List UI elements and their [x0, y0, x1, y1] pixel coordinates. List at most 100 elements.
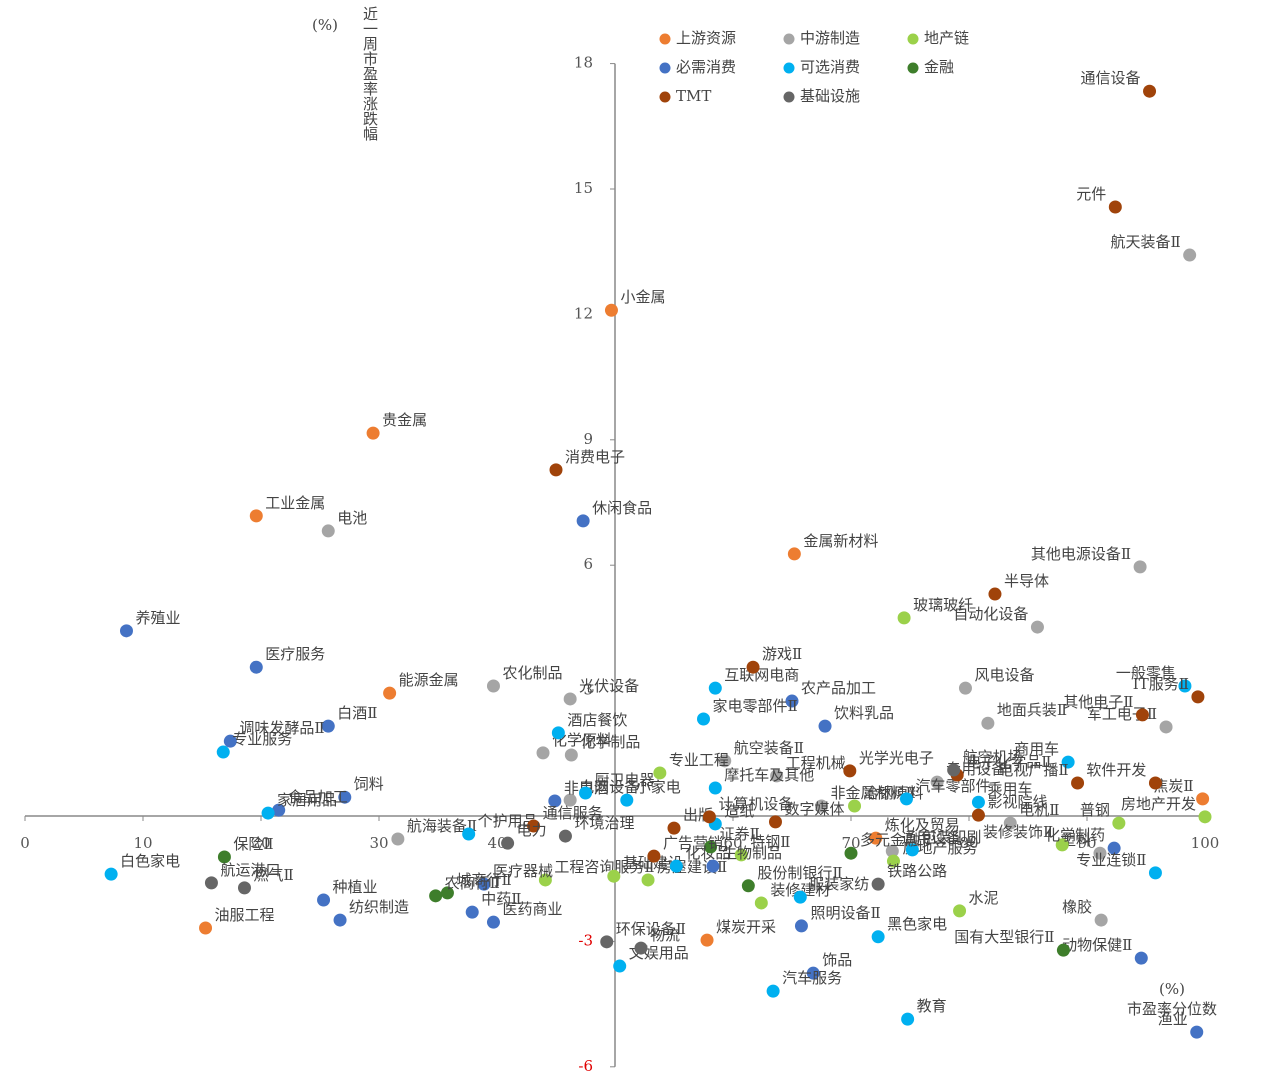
point-label: 酒店餐饮	[567, 711, 627, 729]
point-label: 航运港口	[220, 861, 280, 879]
point-label: 多元金融	[860, 831, 920, 849]
point-label: 证券Ⅱ	[720, 825, 760, 843]
point	[272, 803, 286, 817]
point	[1143, 84, 1157, 98]
point	[1093, 846, 1107, 860]
point	[563, 793, 577, 807]
point-label: 能源金属	[399, 671, 459, 689]
point-label: 软件开发	[1086, 761, 1146, 779]
point-label: 电子化学品Ⅱ	[966, 753, 1051, 771]
point	[501, 836, 515, 850]
x-tick-label: 60	[723, 834, 742, 852]
point	[1030, 620, 1044, 634]
point	[477, 877, 491, 891]
point	[815, 799, 828, 813]
point	[700, 933, 714, 947]
point-label: 养殖业	[135, 609, 180, 627]
point	[1198, 810, 1212, 824]
point	[317, 893, 331, 907]
point	[465, 905, 479, 919]
point	[321, 719, 335, 733]
point	[1196, 792, 1210, 806]
point-label: 城商行Ⅱ	[456, 871, 511, 889]
point-label: 通信服务	[543, 804, 603, 822]
point-label: 其他电源设备Ⅱ	[1031, 545, 1131, 563]
point	[697, 712, 710, 726]
point	[551, 726, 565, 740]
legend-marker	[783, 33, 795, 45]
point	[746, 660, 760, 674]
point	[766, 984, 780, 998]
point	[217, 850, 231, 864]
point	[536, 746, 550, 760]
point	[119, 624, 133, 638]
point	[770, 769, 784, 783]
point-label: 一般零售	[1116, 664, 1176, 682]
point-label: 化妆品	[685, 844, 730, 862]
point-label: 饰品	[822, 951, 852, 969]
point-label: 金属新材料	[803, 532, 878, 550]
point-label: 装修建材	[770, 881, 830, 899]
legend-label: 可选消费	[800, 58, 860, 76]
point	[333, 913, 347, 927]
point-label: 摩托车及其他	[724, 766, 814, 784]
point	[785, 694, 799, 708]
point	[249, 660, 263, 674]
x-tick-label: 30	[369, 834, 388, 852]
point	[1183, 248, 1197, 262]
point-label: 非金属材料Ⅱ	[831, 784, 916, 802]
point	[930, 775, 944, 789]
point-label: 广告营销	[663, 834, 723, 852]
legend-label: TMT	[676, 87, 711, 105]
point-label: 化学制品	[580, 733, 640, 751]
point	[871, 877, 885, 891]
point	[261, 806, 275, 820]
point-label: 基础建设	[623, 854, 683, 872]
point-label: 食品加工	[288, 788, 348, 806]
point	[321, 524, 335, 538]
point	[249, 509, 263, 523]
point	[988, 587, 1002, 601]
x-tick-label: 90	[1077, 834, 1096, 852]
point	[104, 867, 118, 881]
point-label: 包装印刷	[921, 828, 981, 846]
point	[634, 941, 648, 955]
point	[1055, 838, 1069, 852]
point	[641, 873, 655, 887]
point	[708, 781, 722, 795]
legend-label: 必需消费	[676, 58, 736, 76]
point-label: 中药Ⅱ	[481, 890, 521, 908]
point-label: 工程机械	[786, 754, 846, 772]
point-label: 服装家纺	[809, 875, 869, 893]
point	[383, 686, 397, 700]
point	[806, 966, 820, 980]
point-label: 工程咨询服务Ⅱ	[554, 858, 654, 876]
point	[429, 889, 443, 903]
point	[604, 303, 618, 317]
point-label: 自动化设备	[953, 605, 1028, 623]
point	[527, 819, 541, 833]
point	[793, 890, 807, 904]
point-label: 地面兵装Ⅱ	[997, 701, 1067, 719]
point	[971, 808, 985, 822]
point	[613, 959, 627, 973]
point	[486, 679, 500, 693]
point	[899, 792, 913, 806]
point-label: 专业服务	[232, 730, 292, 748]
point	[706, 859, 720, 873]
point	[843, 764, 857, 778]
point	[391, 832, 405, 846]
point	[787, 547, 801, 561]
point	[1178, 679, 1192, 693]
x-tick-label: 10	[133, 834, 152, 852]
point-label: 饮料乳品	[834, 704, 894, 722]
x-tick-label: 100	[1191, 834, 1220, 852]
point	[1112, 816, 1126, 830]
point	[754, 896, 768, 910]
legend-marker	[783, 91, 795, 103]
point-label: 光伏设备	[579, 677, 639, 695]
legend-label: 地产链	[924, 29, 969, 47]
x-tick-label: 40	[487, 834, 506, 852]
point	[366, 426, 380, 440]
